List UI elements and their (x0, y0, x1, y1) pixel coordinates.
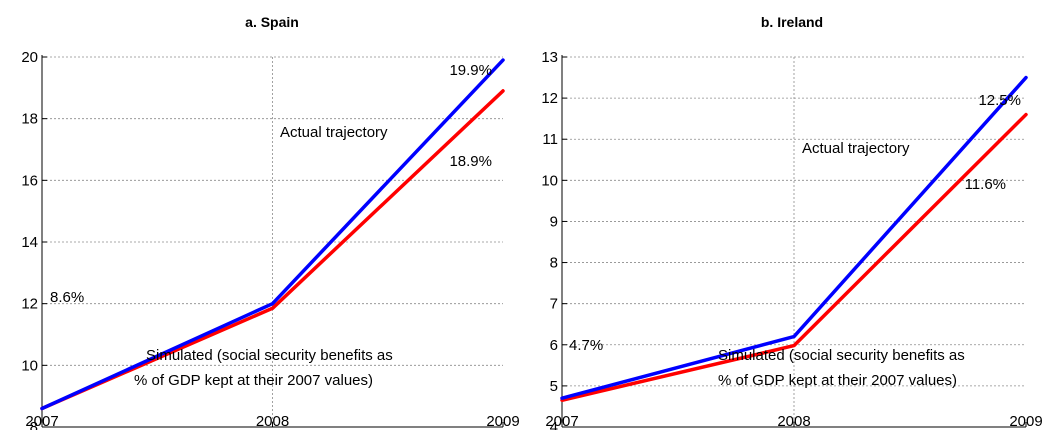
series-line-1 (560, 75, 1028, 400)
chart-panel-1: a. Spain 8 10 12 14 16 18 20 2007 2008 2009 8.6% 19.… (21, 14, 519, 435)
y-tick-label: 12 (21, 296, 38, 313)
y-tick-label: 16 (21, 172, 38, 189)
chart-title: a. Spain (245, 14, 299, 30)
y-tick-label: 20 (21, 49, 38, 66)
series-line-2 (560, 112, 1028, 403)
y-tick-label: 14 (21, 234, 38, 251)
annotation-label: Actual trajectory (802, 140, 910, 157)
y-tick-label: 6 (550, 337, 558, 354)
y-tick-label: 10 (21, 357, 38, 374)
annotation-label: Simulated (social security benefits as (146, 347, 393, 364)
x-tick-label: 2009 (486, 413, 519, 430)
y-tick-label: 5 (550, 378, 558, 395)
annotation-label: Simulated (social security benefits as (718, 347, 965, 364)
y-tick-label: 7 (550, 296, 558, 313)
y-tick-label: 10 (541, 172, 558, 189)
y-tick-label: 8 (550, 255, 558, 272)
y-tick-label: 4 (550, 419, 558, 430)
annotation-label: % of GDP kept at their 2007 values) (718, 372, 957, 389)
y-tick-label: 8 (30, 419, 38, 430)
annotation-label: 18.9% (449, 153, 492, 170)
annotation-label: 12.5% (978, 92, 1021, 109)
x-tick-label: 2007 (545, 413, 578, 430)
y-tick-label: 11 (542, 131, 558, 148)
y-tick-label: 13 (541, 49, 558, 66)
y-tick-label: 18 (21, 111, 38, 128)
x-tick-label: 2008 (777, 413, 810, 430)
annotation-label: 19.9% (449, 62, 492, 79)
y-tick-label: 12 (541, 90, 558, 107)
annotation-label: 8.6% (50, 289, 84, 306)
annotation-label: 11.6% (965, 176, 1006, 193)
x-tick-label: 2009 (1009, 413, 1042, 430)
annotation-label: % of GDP kept at their 2007 values) (134, 372, 373, 389)
x-tick-label: 2008 (256, 413, 289, 430)
x-tick-label: 2007 (25, 413, 58, 430)
chart-title: b. Ireland (761, 14, 823, 30)
annotation-label: 4.7% (569, 337, 603, 354)
chart-panel-2: b. Ireland 4 5 6 7 8 9 10 11 12 13 2007 2008 2009 4.7%… (541, 14, 1042, 435)
annotation-label: Actual trajectory (280, 124, 388, 141)
y-tick-label: 9 (550, 213, 558, 230)
series-line-1 (40, 58, 505, 411)
